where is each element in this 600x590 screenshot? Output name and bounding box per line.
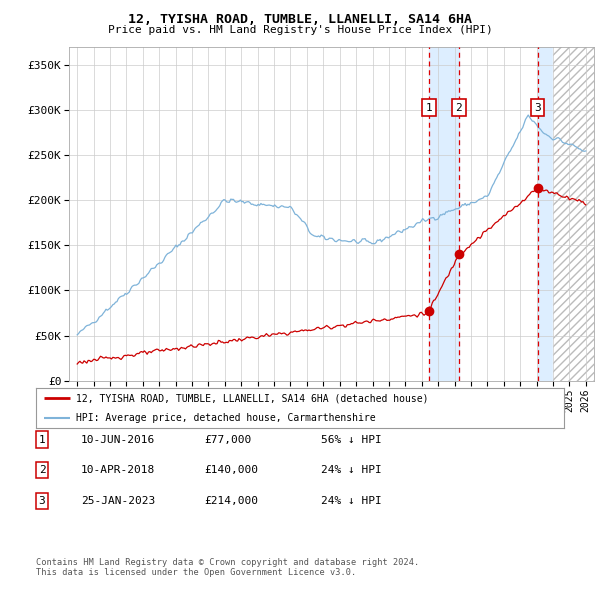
- Text: HPI: Average price, detached house, Carmarthenshire: HPI: Average price, detached house, Carm…: [76, 413, 375, 422]
- Bar: [538, 47, 553, 381]
- Text: 56% ↓ HPI: 56% ↓ HPI: [321, 435, 382, 444]
- Bar: [429, 47, 459, 381]
- Text: Contains HM Land Registry data © Crown copyright and database right 2024.
This d: Contains HM Land Registry data © Crown c…: [36, 558, 419, 577]
- Text: 10-APR-2018: 10-APR-2018: [81, 466, 155, 475]
- Text: 12, TYISHA ROAD, TUMBLE, LLANELLI, SA14 6HA: 12, TYISHA ROAD, TUMBLE, LLANELLI, SA14 …: [128, 13, 472, 26]
- Text: 12, TYISHA ROAD, TUMBLE, LLANELLI, SA14 6HA (detached house): 12, TYISHA ROAD, TUMBLE, LLANELLI, SA14 …: [76, 394, 428, 404]
- Text: £140,000: £140,000: [204, 466, 258, 475]
- Text: £214,000: £214,000: [204, 496, 258, 506]
- Text: 24% ↓ HPI: 24% ↓ HPI: [321, 466, 382, 475]
- Bar: [553, 47, 594, 381]
- Text: 10-JUN-2016: 10-JUN-2016: [81, 435, 155, 444]
- Text: 2: 2: [455, 103, 463, 113]
- Text: 3: 3: [38, 496, 46, 506]
- Bar: [553, 47, 594, 381]
- Text: £77,000: £77,000: [204, 435, 251, 444]
- Text: 2: 2: [38, 466, 46, 475]
- Text: 24% ↓ HPI: 24% ↓ HPI: [321, 496, 382, 506]
- Text: 1: 1: [425, 103, 433, 113]
- Text: 1: 1: [38, 435, 46, 444]
- Text: Price paid vs. HM Land Registry's House Price Index (HPI): Price paid vs. HM Land Registry's House …: [107, 25, 493, 35]
- Text: 3: 3: [535, 103, 541, 113]
- Text: 25-JAN-2023: 25-JAN-2023: [81, 496, 155, 506]
